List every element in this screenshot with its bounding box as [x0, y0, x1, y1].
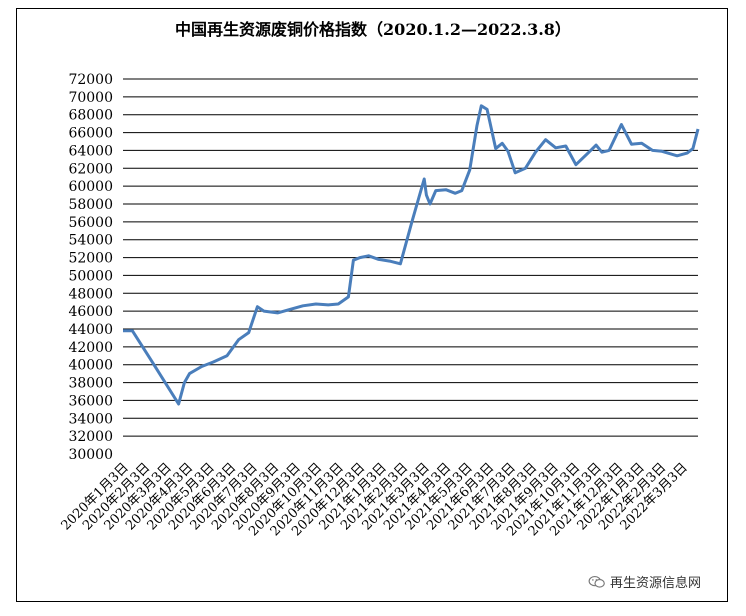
watermark: 再生资源信息网 [588, 572, 701, 591]
y-tick-label: 64000 [68, 143, 113, 159]
chart-title: 中国再生资源废铜价格指数（2020.1.2—2022.3.8） [175, 20, 571, 39]
y-tick-label: 54000 [68, 233, 113, 249]
y-tick-label: 56000 [68, 215, 113, 231]
y-tick-label: 70000 [68, 90, 113, 106]
watermark-text: 再生资源信息网 [609, 576, 701, 591]
y-tick-label: 60000 [68, 179, 113, 195]
chart-frame: 中国再生资源废铜价格指数（2020.1.2—2022.3.8） 30000 320… [16, 8, 728, 602]
y-tick-label: 58000 [68, 197, 113, 213]
line-chart: 中国再生资源废铜价格指数（2020.1.2—2022.3.8） 30000 320… [59, 20, 700, 539]
series-line [123, 104, 700, 406]
gridlines [123, 78, 698, 437]
y-tick-label: 48000 [68, 286, 113, 302]
y-tick-label: 62000 [68, 161, 113, 177]
y-tick-label: 42000 [68, 340, 113, 356]
series-line-group [123, 104, 700, 406]
y-tick-label: 72000 [68, 72, 113, 88]
y-tick-label: 52000 [68, 251, 113, 267]
y-tick-label: 66000 [68, 126, 113, 142]
y-tick-label: 38000 [68, 376, 113, 392]
y-tick-label: 34000 [68, 411, 113, 427]
y-tick-label: 32000 [68, 429, 113, 445]
x-axis-ticks: 2020年1月3日2020年2月3日2020年3月3日2020年4月3日2020… [59, 460, 691, 539]
y-tick-label: 30000 [68, 447, 113, 463]
y-tick-label: 40000 [68, 358, 113, 374]
y-tick-label: 44000 [68, 322, 113, 338]
y-tick-label: 46000 [68, 304, 113, 320]
wechat-icon [588, 575, 605, 588]
y-tick-label: 36000 [68, 393, 113, 409]
y-tick-label: 50000 [68, 268, 113, 284]
y-tick-label: 68000 [68, 108, 113, 124]
